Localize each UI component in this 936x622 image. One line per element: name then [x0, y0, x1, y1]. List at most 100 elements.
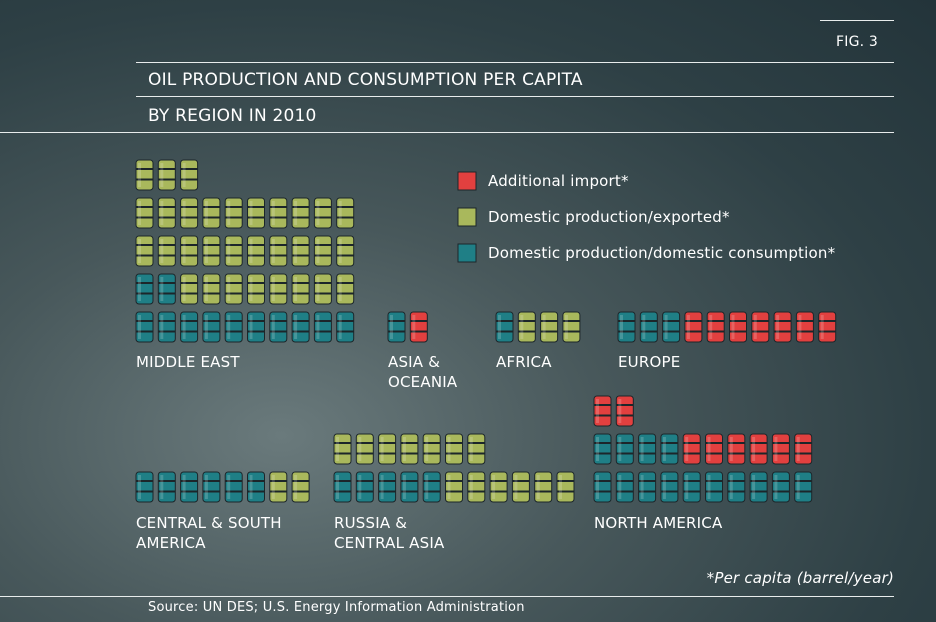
- barrel-shine: [381, 437, 384, 461]
- barrel: [314, 274, 331, 304]
- barrel-shine: [754, 315, 757, 339]
- legend-swatch: [458, 208, 476, 226]
- barrel-shine: [250, 315, 253, 339]
- barrel-shine: [272, 239, 275, 263]
- barrel: [158, 472, 175, 502]
- barrel: [292, 274, 309, 304]
- barrel: [203, 312, 220, 342]
- barrel-shine: [752, 475, 755, 499]
- barrel-shine: [520, 315, 523, 339]
- region-label: ASIA & OCEANIA: [388, 352, 468, 392]
- barrel: [158, 236, 175, 266]
- barrel-shine: [730, 437, 733, 461]
- barrel-shine: [618, 475, 621, 499]
- barrel-shine: [339, 315, 342, 339]
- barrel-shine: [730, 475, 733, 499]
- barrel: [270, 472, 287, 502]
- barrel: [401, 434, 418, 464]
- barrel: [750, 472, 767, 502]
- barrel-shine: [250, 277, 253, 301]
- barrel-shine: [294, 475, 297, 499]
- barrel: [292, 198, 309, 228]
- barrel: [772, 434, 789, 464]
- barrel-shine: [821, 315, 824, 339]
- barrel-shine: [559, 475, 562, 499]
- barrel-shine: [642, 315, 645, 339]
- barrel: [446, 472, 463, 502]
- barrel: [685, 312, 702, 342]
- barrel-shine: [183, 475, 186, 499]
- barrel: [248, 198, 265, 228]
- barrel: [379, 434, 396, 464]
- barrel-shine: [797, 475, 800, 499]
- barrel-shine: [294, 277, 297, 301]
- barrel: [356, 434, 373, 464]
- barrel: [819, 312, 836, 342]
- barrel: [490, 472, 507, 502]
- barrel: [334, 472, 351, 502]
- barrel: [181, 160, 198, 190]
- barrel-shine: [381, 475, 384, 499]
- barrel-shine: [183, 239, 186, 263]
- barrel-shine: [160, 201, 163, 225]
- barrel-shine: [543, 315, 546, 339]
- barrel-shine: [732, 315, 735, 339]
- barrel: [795, 472, 812, 502]
- barrel-shine: [339, 239, 342, 263]
- barrel: [181, 198, 198, 228]
- barrel: [203, 236, 220, 266]
- barrel: [446, 434, 463, 464]
- barrel-shine: [798, 315, 801, 339]
- barrel-shine: [316, 201, 319, 225]
- barrel: [379, 472, 396, 502]
- barrel-shine: [448, 437, 451, 461]
- barrel-shine: [641, 475, 644, 499]
- barrel: [292, 312, 309, 342]
- barrel: [334, 434, 351, 464]
- barrel-shine: [227, 239, 230, 263]
- barrel: [706, 434, 723, 464]
- barrel: [639, 434, 656, 464]
- barrel-shine: [272, 315, 275, 339]
- barrel: [683, 434, 700, 464]
- barrel-shine: [160, 475, 163, 499]
- barrel-shine: [618, 399, 621, 423]
- barrel: [337, 198, 354, 228]
- barrel: [512, 472, 529, 502]
- barrel: [337, 274, 354, 304]
- barrel: [557, 472, 574, 502]
- barrel: [707, 312, 724, 342]
- barrel-shine: [294, 239, 297, 263]
- barrel: [683, 472, 700, 502]
- barrel-shine: [403, 437, 406, 461]
- barrel: [496, 312, 513, 342]
- barrel: [661, 472, 678, 502]
- barrel: [314, 236, 331, 266]
- barrel: [772, 472, 789, 502]
- barrel-shine: [138, 315, 141, 339]
- barrel-shine: [752, 437, 755, 461]
- legend-label: Domestic production/exported*: [488, 207, 730, 227]
- barrel: [181, 274, 198, 304]
- barrel-shine: [663, 475, 666, 499]
- region-label: MIDDLE EAST: [136, 352, 296, 372]
- barrel: [752, 312, 769, 342]
- barrel-shine: [160, 163, 163, 187]
- barrel-shine: [227, 277, 230, 301]
- barrel-shine: [390, 315, 393, 339]
- barrel-shine: [339, 277, 342, 301]
- barrel-shine: [272, 475, 275, 499]
- barrel: [314, 312, 331, 342]
- barrel: [248, 236, 265, 266]
- barrel: [225, 472, 242, 502]
- barrel: [410, 312, 427, 342]
- barrel: [468, 434, 485, 464]
- barrel: [225, 312, 242, 342]
- barrel: [270, 236, 287, 266]
- barrel-shine: [641, 437, 644, 461]
- legend-swatch: [458, 244, 476, 262]
- barrel-shine: [774, 437, 777, 461]
- barrel-shine: [138, 475, 141, 499]
- barrel: [728, 434, 745, 464]
- barrel-shine: [403, 475, 406, 499]
